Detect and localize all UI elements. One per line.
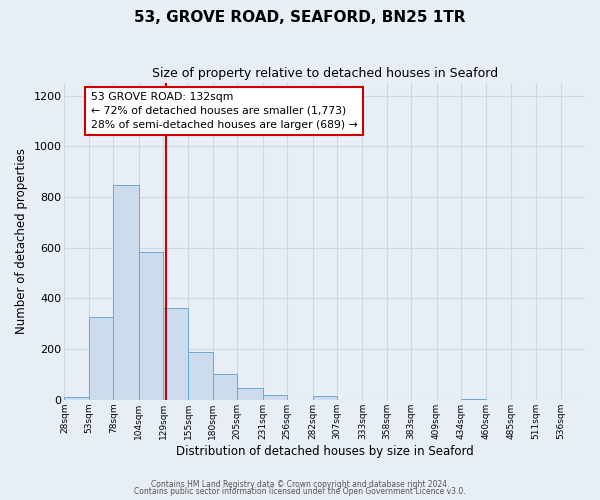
Bar (163, 308, 188, 400)
Bar (188, 352, 213, 400)
Bar (213, 374, 238, 400)
Text: Contains public sector information licensed under the Open Government Licence v3: Contains public sector information licen… (134, 488, 466, 496)
Bar (139, 252, 163, 400)
Text: Contains HM Land Registry data © Crown copyright and database right 2024.: Contains HM Land Registry data © Crown c… (151, 480, 449, 489)
Text: 53, GROVE ROAD, SEAFORD, BN25 1TR: 53, GROVE ROAD, SEAFORD, BN25 1TR (134, 10, 466, 25)
Text: 53 GROVE ROAD: 132sqm
← 72% of detached houses are smaller (1,773)
28% of semi-d: 53 GROVE ROAD: 132sqm ← 72% of detached … (91, 92, 358, 130)
Bar (238, 388, 263, 400)
Y-axis label: Number of detached properties: Number of detached properties (15, 148, 28, 334)
X-axis label: Distribution of detached houses by size in Seaford: Distribution of detached houses by size … (176, 444, 473, 458)
Bar (461, 398, 487, 400)
Bar (263, 394, 287, 400)
Bar (64, 398, 89, 400)
Bar (89, 318, 113, 400)
Bar (113, 185, 139, 400)
Title: Size of property relative to detached houses in Seaford: Size of property relative to detached ho… (152, 68, 498, 80)
Bar (313, 396, 337, 400)
